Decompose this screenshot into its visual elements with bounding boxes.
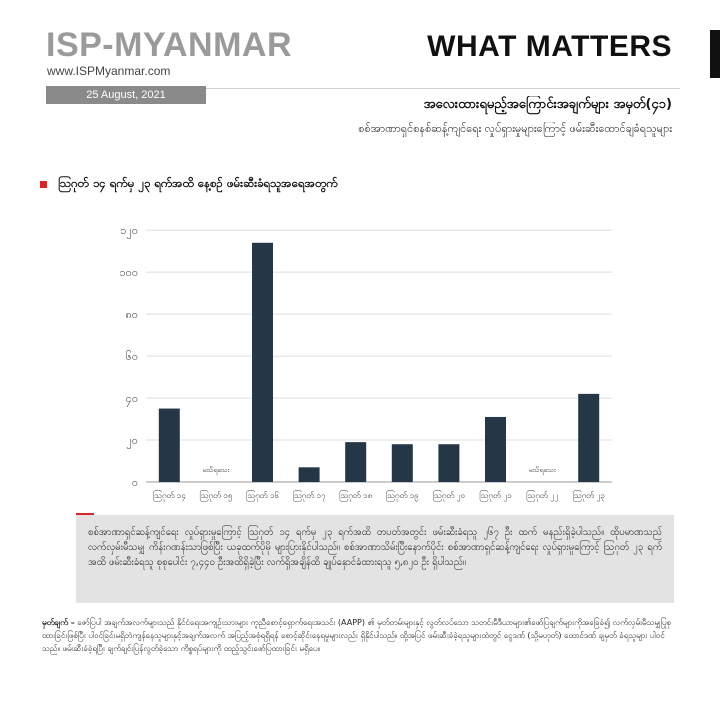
summary-note-text: စစ်အာဏာရှင်ဆန့်ကျင်ရေး လှုပ်ရှားမှုကြောင…	[88, 527, 662, 568]
x-tick-label: ဩဂုတ် ၁၉	[386, 490, 419, 502]
publish-date: 25 August, 2021	[46, 86, 206, 104]
bar	[298, 467, 320, 482]
missing-data-label: မသိရသေး	[202, 466, 229, 475]
y-tick-label: ၁၂၀	[120, 224, 138, 239]
chart-section-title: ဩဂုတ် ၁၄ ရက်မှ ၂၃ ရက်အထိ နေ့စဉ် ဖမ်းဆီးခ…	[58, 176, 338, 190]
y-tick-label: ၄၀	[126, 392, 138, 407]
x-tick-label: ဩဂုတ် ၁၅	[199, 490, 232, 502]
bar	[485, 416, 506, 482]
bar	[345, 442, 367, 482]
side-tab-accent	[710, 30, 720, 78]
note-accent	[76, 513, 94, 516]
bar	[438, 444, 460, 482]
page-title: အလေးထားရမည့်အကြောင်းအချက်များ အမှတ်(၄၁)	[423, 97, 672, 112]
footnote: မှတ်ချက် – ဇော်ပြပါ အချက်အလက်များသည် နို…	[42, 616, 674, 655]
bar	[158, 408, 180, 482]
x-tick-label: ဩဂုတ် ၁၇	[293, 490, 326, 502]
x-tick-label: ဩဂုတ် ၂၀	[433, 490, 465, 502]
y-tick-label: ၆၀	[126, 350, 138, 363]
page-subtitle: စစ်အာဏာရှင်စနစ်ဆန့်ကျင်ရေး လှုပ်ရှားမှုမ…	[358, 122, 672, 135]
series-label: WHAT MATTERS	[427, 30, 672, 63]
brand-logo: ISP-MYANMAR	[46, 26, 293, 64]
x-tick-label: ဩဂုတ် ၁၈	[339, 490, 372, 502]
website-link[interactable]: www.ISPMyanmar.com	[47, 64, 171, 78]
bar	[252, 242, 273, 482]
bar	[578, 393, 600, 482]
header-divider	[206, 88, 680, 89]
y-tick-label: ၀	[132, 476, 138, 489]
y-tick-label: ၂၀	[126, 434, 138, 449]
y-tick-label: ၁၀၀	[119, 266, 138, 279]
summary-note: စစ်အာဏာရှင်ဆန့်ကျင်ရေး လှုပ်ရှားမှုကြောင…	[76, 515, 674, 603]
footnote-text: ဇော်ပြပါ အချက်အလက်များသည် နိုင်ငံရေးအကျဉ…	[42, 618, 671, 653]
x-tick-label: ဩဂုတ် ၂၁	[479, 490, 511, 502]
bar	[391, 444, 413, 482]
x-tick-label: ဩဂုတ် ၂၂	[526, 490, 558, 502]
missing-data-label: မသိရသေး	[529, 466, 556, 475]
y-tick-label: ၈၀	[126, 308, 138, 321]
x-tick-label: ဩဂုတ် ၁၄	[153, 490, 186, 502]
section-marker-icon	[40, 181, 47, 188]
x-tick-label: ဩဂုတ် ၁၆	[246, 490, 279, 502]
footnote-label: မှတ်ချက် –	[42, 618, 75, 627]
x-tick-label: ဩဂုတ် ၂၃	[572, 490, 604, 502]
